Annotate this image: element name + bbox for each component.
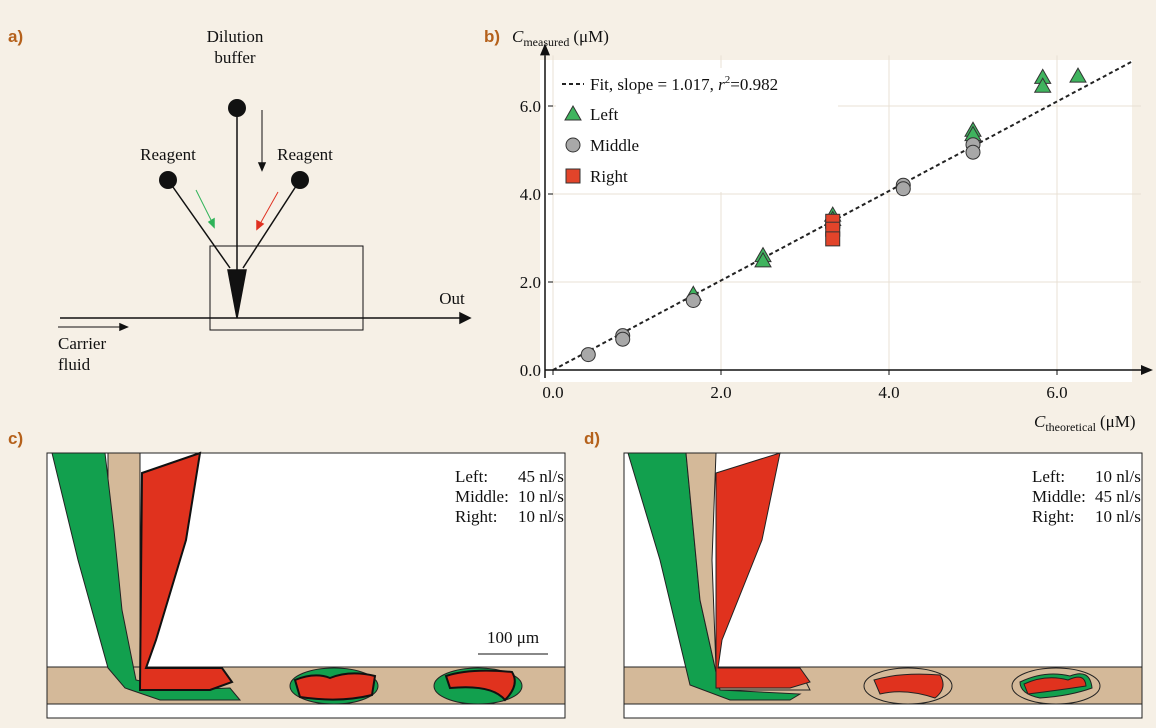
legend-label-part: Fit, slope = 1.017, xyxy=(590,75,718,94)
legend-label-part: =0.982 xyxy=(730,75,778,94)
unit: (μM) xyxy=(1100,412,1136,431)
diagram-label: Reagent xyxy=(277,145,333,164)
flow-name: Middle: xyxy=(1032,487,1086,506)
point xyxy=(566,138,580,152)
y-tick-label: 2.0 xyxy=(520,273,541,292)
legend-label: Right xyxy=(590,167,628,186)
legend-label: Fit, slope = 1.017, r2=0.982 xyxy=(590,74,778,94)
point xyxy=(581,348,595,362)
point xyxy=(966,145,980,159)
inlet xyxy=(291,171,309,189)
symbol: C xyxy=(1034,412,1046,431)
subscript: measured xyxy=(523,35,569,49)
point xyxy=(826,232,840,246)
inlet xyxy=(159,171,177,189)
point xyxy=(616,332,630,346)
y-tick-label: 0.0 xyxy=(520,361,541,380)
simulation: 100 μm Left: Middle: Right: 45 nl/s 10 n… xyxy=(47,453,565,718)
subscript: theoretical xyxy=(1045,420,1096,434)
flow-name: Middle: xyxy=(455,487,509,506)
flow-rate: 10 nl/s xyxy=(1095,467,1141,486)
diagram-label: buffer xyxy=(214,48,256,67)
unit: (μM) xyxy=(573,27,609,46)
flow-name: Left: xyxy=(455,467,488,486)
droplet-fill xyxy=(295,673,375,699)
legend-label: Middle xyxy=(590,136,639,155)
flow-rate: 45 nl/s xyxy=(518,467,564,486)
panel-label: d) xyxy=(584,429,600,448)
x-tick-label: 2.0 xyxy=(710,383,731,402)
flow-rate: 10 nl/s xyxy=(1095,507,1141,526)
flow-rate: 10 nl/s xyxy=(518,487,564,506)
flow-name: Right: xyxy=(455,507,498,526)
point xyxy=(896,182,910,196)
diagram-label: Dilution xyxy=(207,27,264,46)
y-tick-label: 4.0 xyxy=(520,185,541,204)
symbol: C xyxy=(512,27,524,46)
flow-name: Right: xyxy=(1032,507,1075,526)
diagram-label: fluid xyxy=(58,355,91,374)
diagram-label: Carrier xyxy=(58,334,106,353)
flow-rate: 45 nl/s xyxy=(1095,487,1141,506)
scale-label: 100 μm xyxy=(487,628,539,647)
panel-label: a) xyxy=(8,27,23,46)
point xyxy=(566,169,580,183)
y-tick-label: 6.0 xyxy=(520,97,541,116)
legend-label: Left xyxy=(590,105,619,124)
simulation: Left: Middle: Right: 10 nl/s 45 nl/s 10 … xyxy=(624,453,1142,718)
panel-label: c) xyxy=(8,429,23,448)
inlet xyxy=(228,99,246,117)
x-tick-label: 6.0 xyxy=(1046,383,1067,402)
x-tick-label: 0.0 xyxy=(542,383,563,402)
diagram-label: Out xyxy=(439,289,465,308)
panel-label: b) xyxy=(484,27,500,46)
flow-rate: 10 nl/s xyxy=(518,507,564,526)
diagram-label: Reagent xyxy=(140,145,196,164)
flow-name: Left: xyxy=(1032,467,1065,486)
point xyxy=(686,293,700,307)
x-tick-label: 4.0 xyxy=(878,383,899,402)
figure: a) b) c) d) Dilution buffer Reagent Reag… xyxy=(0,0,1156,728)
